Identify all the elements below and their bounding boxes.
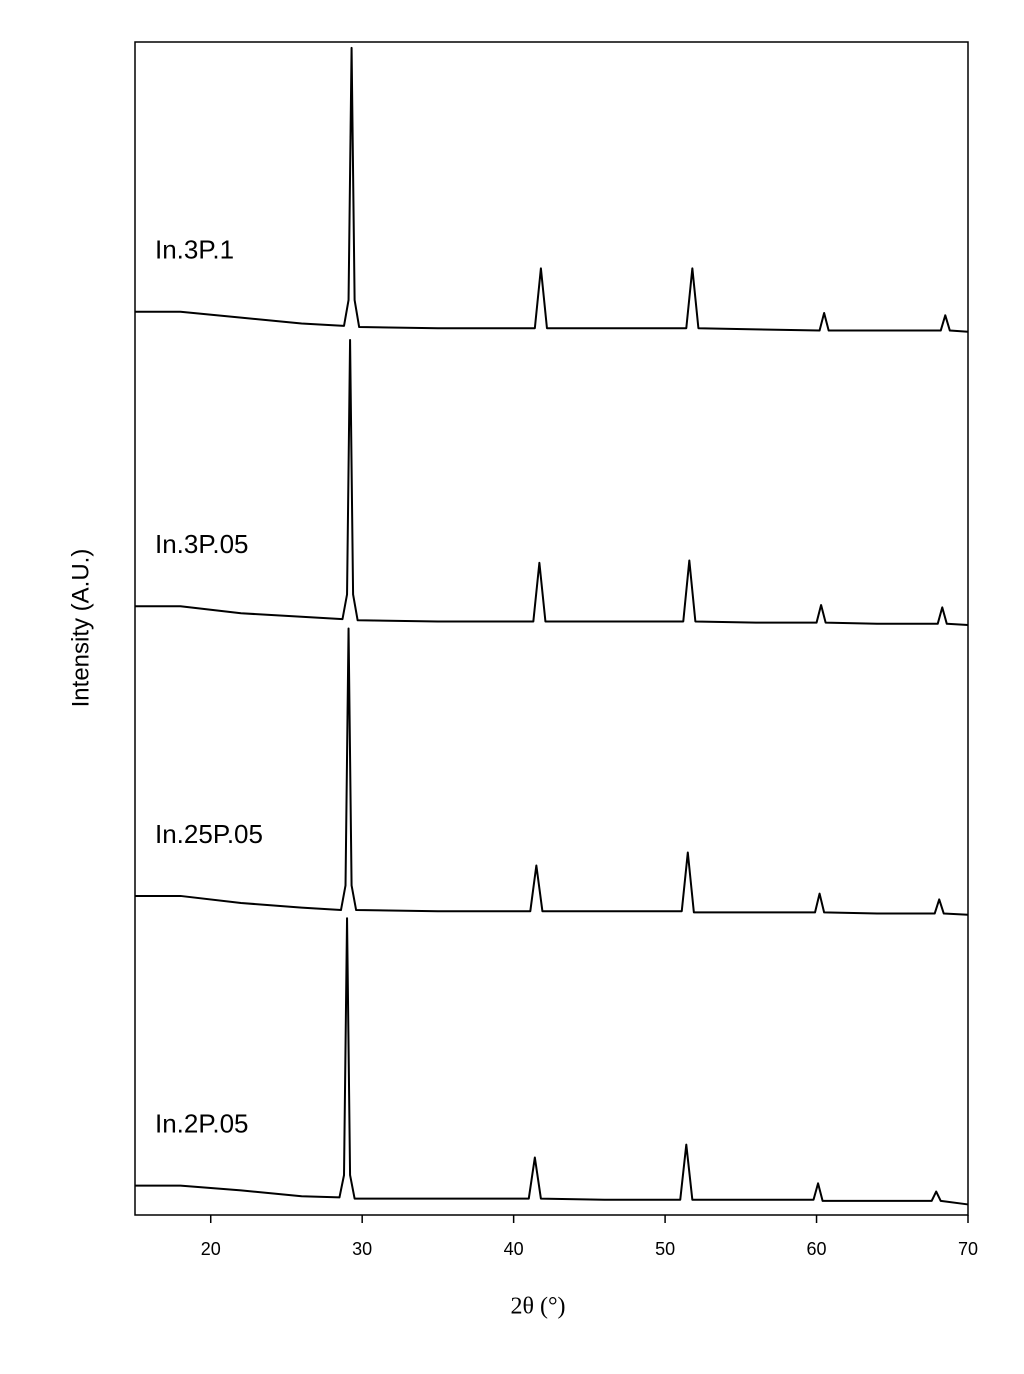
trace bbox=[135, 46, 969, 333]
trace-label: In.3P.1 bbox=[155, 235, 234, 265]
trace bbox=[135, 627, 969, 916]
trace bbox=[135, 917, 969, 1206]
trace-label: In.3P.05 bbox=[155, 529, 249, 559]
x-tick-label: 30 bbox=[352, 1239, 372, 1259]
x-tick-label: 50 bbox=[655, 1239, 675, 1259]
x-tick-label: 40 bbox=[504, 1239, 524, 1259]
x-tick-label: 20 bbox=[201, 1239, 221, 1259]
x-tick-label: 70 bbox=[958, 1239, 978, 1259]
trace-label: In.2P.05 bbox=[155, 1109, 249, 1139]
trace-label: In.25P.05 bbox=[155, 819, 263, 849]
x-axis-title: 2θ (°) bbox=[510, 1294, 565, 1320]
x-tick-label: 60 bbox=[807, 1239, 827, 1259]
trace bbox=[135, 338, 969, 626]
y-axis-title: Intensity (A.U.) bbox=[67, 549, 94, 708]
plot-frame bbox=[134, 41, 969, 1216]
